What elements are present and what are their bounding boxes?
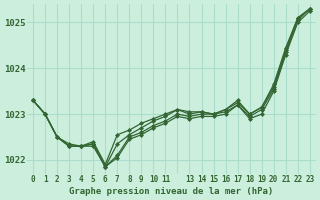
X-axis label: Graphe pression niveau de la mer (hPa): Graphe pression niveau de la mer (hPa) [69,187,274,196]
